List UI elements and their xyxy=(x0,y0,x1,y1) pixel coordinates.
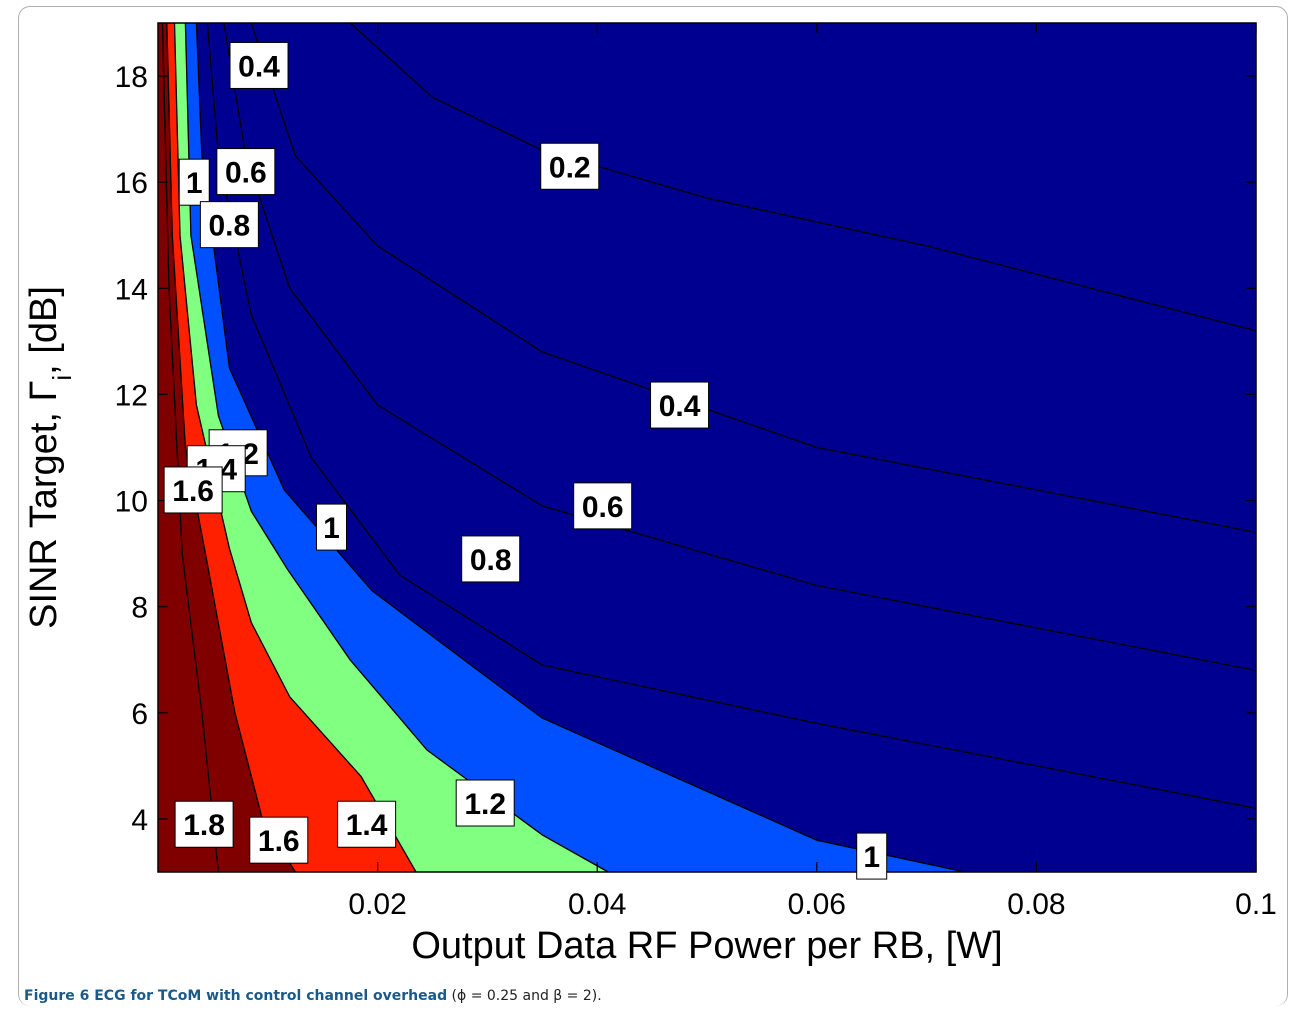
contour-label: 1 xyxy=(856,832,888,880)
contour-label: 0.2 xyxy=(540,142,600,190)
contour-label-text: 1 xyxy=(186,167,203,200)
contour-fills xyxy=(158,23,1256,872)
contour-label-box xyxy=(178,158,210,206)
contour-label-box xyxy=(163,466,223,514)
y-axis-label-main: SINR Target, Γ xyxy=(23,381,65,629)
x-axis-label: Output Data RF Power per RB, [W] xyxy=(411,925,1002,967)
x-axis-ticks: 0.02 0.04 0.06 0.08 0.1 xyxy=(348,23,1277,921)
contour-label-text: 1.6 xyxy=(172,475,214,508)
contour-label: 0.8 xyxy=(199,201,259,249)
contour-label-text: 0.4 xyxy=(238,50,280,83)
contour-label-box xyxy=(216,148,276,196)
contour-label-text: 1.8 xyxy=(183,809,225,842)
contour-label: 0.6 xyxy=(216,148,276,196)
plot-area-border xyxy=(157,22,1257,873)
x-tick-label: 0.1 xyxy=(1235,888,1277,921)
contour-label-box xyxy=(199,201,259,249)
x-tick-label: 0.02 xyxy=(348,888,406,921)
y-tick-label: 18 xyxy=(115,61,148,94)
contour-label: 0.4 xyxy=(650,381,710,429)
y-tick-label: 8 xyxy=(131,592,148,625)
contour-label-text: 1 xyxy=(323,512,340,545)
contour-label: 1.6 xyxy=(163,466,223,514)
y-axis-label-subscript: i xyxy=(47,375,77,381)
contour-label-box xyxy=(249,816,309,864)
fill-region-1 xyxy=(158,23,965,872)
y-tick-label: 10 xyxy=(115,486,148,519)
caption-rest: (ϕ = 0.25 and β = 2). xyxy=(447,988,602,1004)
y-tick-label: 14 xyxy=(115,273,148,306)
contour-chart: 0.02 0.04 0.06 0.08 0.1 4 6 8 10 12 14 16 18 0.4 0.2… xyxy=(23,22,1277,967)
contour-label-text: 0.6 xyxy=(582,491,624,524)
contour-label-box xyxy=(650,381,710,429)
contour-label-box xyxy=(540,142,600,190)
figure-caption: Figure 6 ECG for TCoM with control chann… xyxy=(24,988,602,1004)
contour-label-box xyxy=(337,800,397,848)
contour-label-box xyxy=(573,482,633,530)
contour-label: 1.8 xyxy=(174,800,234,848)
contour-label-box xyxy=(229,41,289,89)
contour-label-text: 0.2 xyxy=(549,151,591,184)
contour-label-text: 1.2 xyxy=(464,788,506,821)
contour-label-box xyxy=(174,800,234,848)
contour-label: 1 xyxy=(178,158,210,206)
fill-region-1-6 xyxy=(158,23,296,872)
contour-line-0-2 xyxy=(349,22,1257,332)
y-axis-label: SINR Target, Γi, [dB] xyxy=(23,286,77,629)
y-tick-label: 4 xyxy=(131,804,148,837)
contour-labels: 0.40.210.60.80.41.21.41.610.60.81.81.61.… xyxy=(163,41,888,880)
contour-label-box xyxy=(455,779,515,827)
y-tick-label: 16 xyxy=(115,167,148,200)
contour-label-box xyxy=(461,535,521,583)
contour-label-text: 1 xyxy=(863,841,880,874)
contour-label: 0.6 xyxy=(573,482,633,530)
x-tick-label: 0.04 xyxy=(568,888,626,921)
y-axis-ticks: 4 6 8 10 12 14 16 18 xyxy=(115,61,1256,837)
contour-line-1-4 xyxy=(173,22,417,873)
y-axis-label-unit: , [dB] xyxy=(23,286,65,375)
contour-label: 1.6 xyxy=(249,816,309,864)
contour-line-0-4 xyxy=(250,22,1257,534)
contour-label: 1.2 xyxy=(455,779,515,827)
contour-label: 0.4 xyxy=(229,41,289,89)
contour-label-text: 0.4 xyxy=(659,390,701,423)
contour-label-box xyxy=(856,832,888,880)
y-tick-label: 6 xyxy=(131,698,148,731)
figure-frame xyxy=(18,6,1288,1006)
contour-label-text: 1.6 xyxy=(258,825,300,858)
y-tick-label: 12 xyxy=(115,379,148,412)
x-tick-label: 0.06 xyxy=(788,888,846,921)
contour-label: 1.4 xyxy=(337,800,397,848)
contour-label-box xyxy=(315,503,347,551)
contour-label: 0.8 xyxy=(461,535,521,583)
x-tick-label: 0.08 xyxy=(1007,888,1065,921)
contour-label: 1 xyxy=(315,503,347,551)
contour-label-text: 0.6 xyxy=(225,157,267,190)
caption-lead: Figure 6 ECG for TCoM with control chann… xyxy=(24,988,448,1004)
contour-label-text: 0.8 xyxy=(209,210,251,243)
contour-label-text: 1.4 xyxy=(346,809,388,842)
contour-label-text: 0.8 xyxy=(470,544,512,577)
